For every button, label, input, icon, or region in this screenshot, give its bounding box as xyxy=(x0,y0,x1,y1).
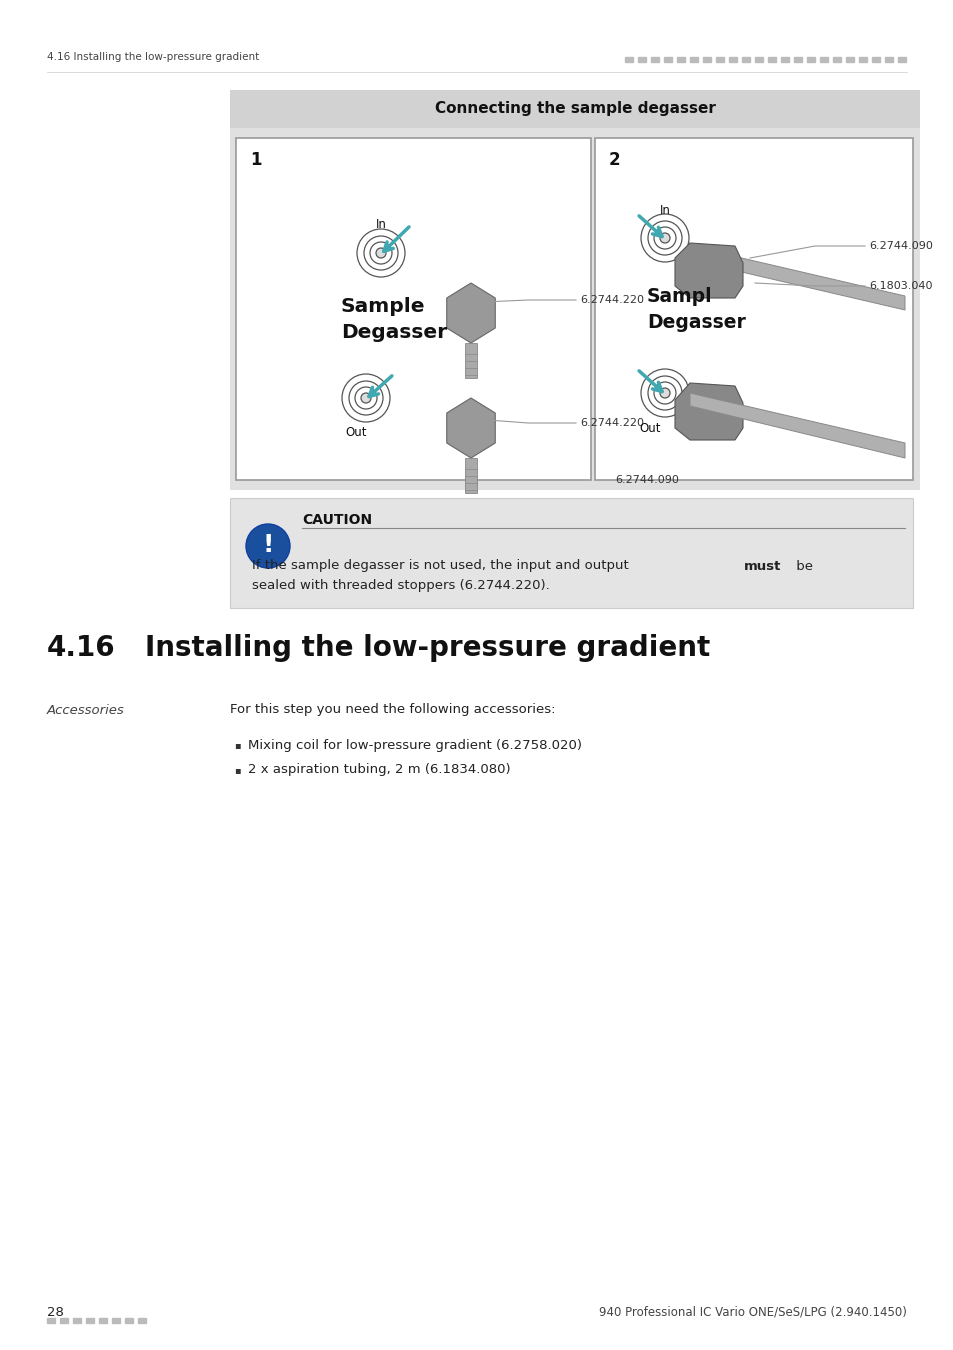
Text: 6.2744.090: 6.2744.090 xyxy=(615,475,679,485)
Text: If the sample degasser is not used, the input and output: If the sample degasser is not used, the … xyxy=(252,559,633,572)
Text: In: In xyxy=(659,204,670,216)
Polygon shape xyxy=(689,393,904,458)
Text: Installing the low-pressure gradient: Installing the low-pressure gradient xyxy=(145,634,709,662)
Polygon shape xyxy=(675,383,742,440)
Bar xyxy=(112,1318,120,1323)
Bar xyxy=(47,1318,55,1323)
Text: ▪: ▪ xyxy=(233,765,240,775)
Bar xyxy=(464,458,476,493)
Text: Degasser: Degasser xyxy=(646,312,745,332)
Bar xyxy=(767,57,775,62)
Bar xyxy=(230,90,919,490)
Bar xyxy=(650,57,659,62)
Circle shape xyxy=(659,234,669,243)
Bar xyxy=(235,138,590,481)
Bar xyxy=(832,57,841,62)
Bar xyxy=(858,57,866,62)
Text: !: ! xyxy=(262,533,274,558)
Text: must: must xyxy=(742,559,781,572)
Bar xyxy=(677,57,684,62)
Text: 6.2744.220: 6.2744.220 xyxy=(579,418,643,428)
Bar xyxy=(125,1318,132,1323)
Bar xyxy=(806,57,814,62)
Text: 28: 28 xyxy=(47,1305,64,1319)
Circle shape xyxy=(659,387,669,398)
Text: 6.2744.220: 6.2744.220 xyxy=(579,296,643,305)
Bar xyxy=(689,57,698,62)
Text: ▪: ▪ xyxy=(233,740,240,751)
Text: 6.2744.090: 6.2744.090 xyxy=(868,242,932,251)
Bar xyxy=(73,1318,81,1323)
Text: Accessories: Accessories xyxy=(47,703,125,717)
Text: Sample: Sample xyxy=(340,297,425,316)
Text: 6.1803.040: 6.1803.040 xyxy=(868,281,931,292)
Text: Degasser: Degasser xyxy=(340,324,447,343)
Circle shape xyxy=(375,248,386,258)
Polygon shape xyxy=(446,398,495,458)
Text: 4.16 Installing the low-pressure gradient: 4.16 Installing the low-pressure gradien… xyxy=(47,53,259,62)
Bar xyxy=(663,57,671,62)
Bar xyxy=(820,57,827,62)
Text: 1: 1 xyxy=(250,151,261,169)
Bar xyxy=(884,57,892,62)
Text: Connecting the sample degasser: Connecting the sample degasser xyxy=(435,101,715,116)
Bar xyxy=(230,90,919,128)
Bar xyxy=(793,57,801,62)
Bar xyxy=(138,1318,146,1323)
Text: sealed with threaded stoppers (6.2744.220).: sealed with threaded stoppers (6.2744.22… xyxy=(252,579,549,593)
Text: Out: Out xyxy=(345,427,366,440)
Bar xyxy=(99,1318,107,1323)
Polygon shape xyxy=(446,284,495,343)
Bar xyxy=(741,57,749,62)
Text: CAUTION: CAUTION xyxy=(302,513,372,526)
Text: Mixing coil for low-pressure gradient (6.2758.020): Mixing coil for low-pressure gradient (6… xyxy=(248,738,581,752)
Bar xyxy=(702,57,710,62)
Bar xyxy=(845,57,853,62)
Polygon shape xyxy=(675,243,742,298)
Polygon shape xyxy=(689,246,904,310)
Bar xyxy=(624,57,633,62)
Bar xyxy=(60,1318,68,1323)
Bar xyxy=(716,57,723,62)
Bar xyxy=(781,57,788,62)
Bar xyxy=(754,57,762,62)
Text: 2 x aspiration tubing, 2 m (6.1834.080): 2 x aspiration tubing, 2 m (6.1834.080) xyxy=(248,764,510,776)
Circle shape xyxy=(360,393,371,404)
Bar xyxy=(871,57,879,62)
Text: 4.16: 4.16 xyxy=(47,634,115,662)
Bar xyxy=(86,1318,94,1323)
Bar xyxy=(897,57,905,62)
Text: Sampl: Sampl xyxy=(646,286,712,305)
Bar xyxy=(638,57,645,62)
Text: 2: 2 xyxy=(608,151,620,169)
Text: be: be xyxy=(791,559,812,572)
Bar xyxy=(728,57,737,62)
Bar xyxy=(595,138,912,481)
Text: For this step you need the following accessories:: For this step you need the following acc… xyxy=(230,703,555,717)
Circle shape xyxy=(246,524,290,568)
Text: In: In xyxy=(375,219,386,231)
Text: 940 Professional IC Vario ONE/SeS/LPG (2.940.1450): 940 Professional IC Vario ONE/SeS/LPG (2… xyxy=(598,1305,906,1319)
Text: Out: Out xyxy=(639,421,660,435)
Bar xyxy=(464,343,476,378)
Bar xyxy=(230,498,912,608)
